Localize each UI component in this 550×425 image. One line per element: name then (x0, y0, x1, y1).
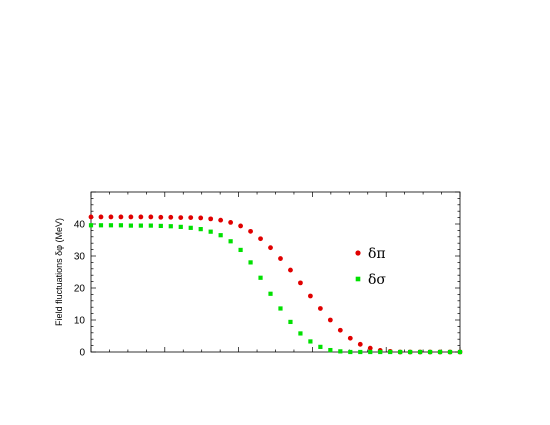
data-point (457, 349, 463, 355)
data-point (408, 349, 413, 355)
data-point (128, 214, 134, 220)
data-point (298, 280, 303, 286)
data-point (288, 267, 293, 273)
data-point (88, 223, 94, 228)
data-point (158, 223, 163, 229)
data-point (388, 349, 393, 355)
data-point (327, 317, 333, 323)
data-point (258, 236, 263, 242)
data-series (88, 214, 463, 355)
data-point (188, 225, 193, 230)
data-point (118, 214, 124, 220)
data-point (138, 223, 143, 228)
plot-frame (90, 191, 461, 353)
data-point (108, 214, 114, 220)
data-point (278, 306, 283, 311)
data-point (278, 256, 283, 261)
data-point (208, 229, 213, 234)
data-point (248, 228, 253, 234)
data-point (138, 214, 144, 220)
data-point (268, 245, 273, 251)
data-point (437, 349, 443, 355)
data-point (418, 349, 423, 355)
data-point (218, 217, 224, 223)
data-point (88, 214, 94, 220)
data-point (148, 223, 153, 228)
data-point (338, 349, 343, 354)
data-point (347, 335, 353, 341)
data-point (288, 319, 293, 325)
data-point (368, 349, 373, 355)
data-point (178, 215, 184, 221)
legend-marker (355, 276, 361, 282)
data-point (158, 214, 164, 220)
data-point (118, 223, 124, 228)
data-point (208, 216, 214, 222)
data-point (248, 260, 253, 265)
data-point (268, 291, 273, 296)
data-point (298, 331, 303, 336)
legend-label: δπ (368, 246, 386, 262)
data-point (228, 220, 234, 225)
y-tick-label: 10 (74, 316, 86, 327)
data-point (447, 349, 453, 355)
data-point (108, 223, 114, 228)
y-tick-label: 30 (74, 252, 86, 263)
series-delta-sigma (88, 223, 463, 355)
data-point (337, 327, 343, 333)
data-point (178, 224, 183, 229)
data-point (238, 223, 243, 229)
data-point (367, 345, 373, 351)
y-axis-title: Field fluctuations δφ (MeV) (54, 218, 64, 326)
series-delta-pi (88, 214, 463, 355)
data-point (168, 214, 174, 220)
legend-label: δσ (368, 272, 386, 288)
data-point (128, 223, 133, 228)
plot-border (90, 191, 461, 353)
data-point (357, 341, 363, 347)
data-point (188, 215, 194, 221)
y-tick-label: 40 (74, 220, 86, 231)
x-axis-ticks (90, 192, 461, 352)
y-axis-ticks: 0 10 20 30 40 (74, 191, 460, 359)
data-point (308, 339, 313, 344)
data-point (98, 214, 104, 220)
data-point (358, 349, 363, 355)
legend-marker (355, 250, 361, 256)
data-point (98, 223, 104, 228)
data-point (427, 349, 433, 355)
data-point (328, 347, 333, 353)
data-point (378, 349, 383, 355)
y-tick-label: 20 (74, 284, 86, 295)
data-point (228, 239, 233, 244)
data-point (317, 306, 323, 311)
data-point (318, 344, 323, 349)
data-point (348, 349, 353, 355)
data-point (238, 247, 243, 253)
data-point (198, 215, 204, 221)
data-point (218, 233, 223, 238)
data-point (258, 275, 263, 280)
legend: δπ δσ (355, 246, 386, 288)
y-tick-label: 0 (79, 348, 85, 359)
data-point (198, 227, 203, 232)
data-point (308, 293, 313, 299)
data-point (398, 349, 403, 355)
data-point (168, 224, 173, 229)
data-point (148, 214, 154, 220)
